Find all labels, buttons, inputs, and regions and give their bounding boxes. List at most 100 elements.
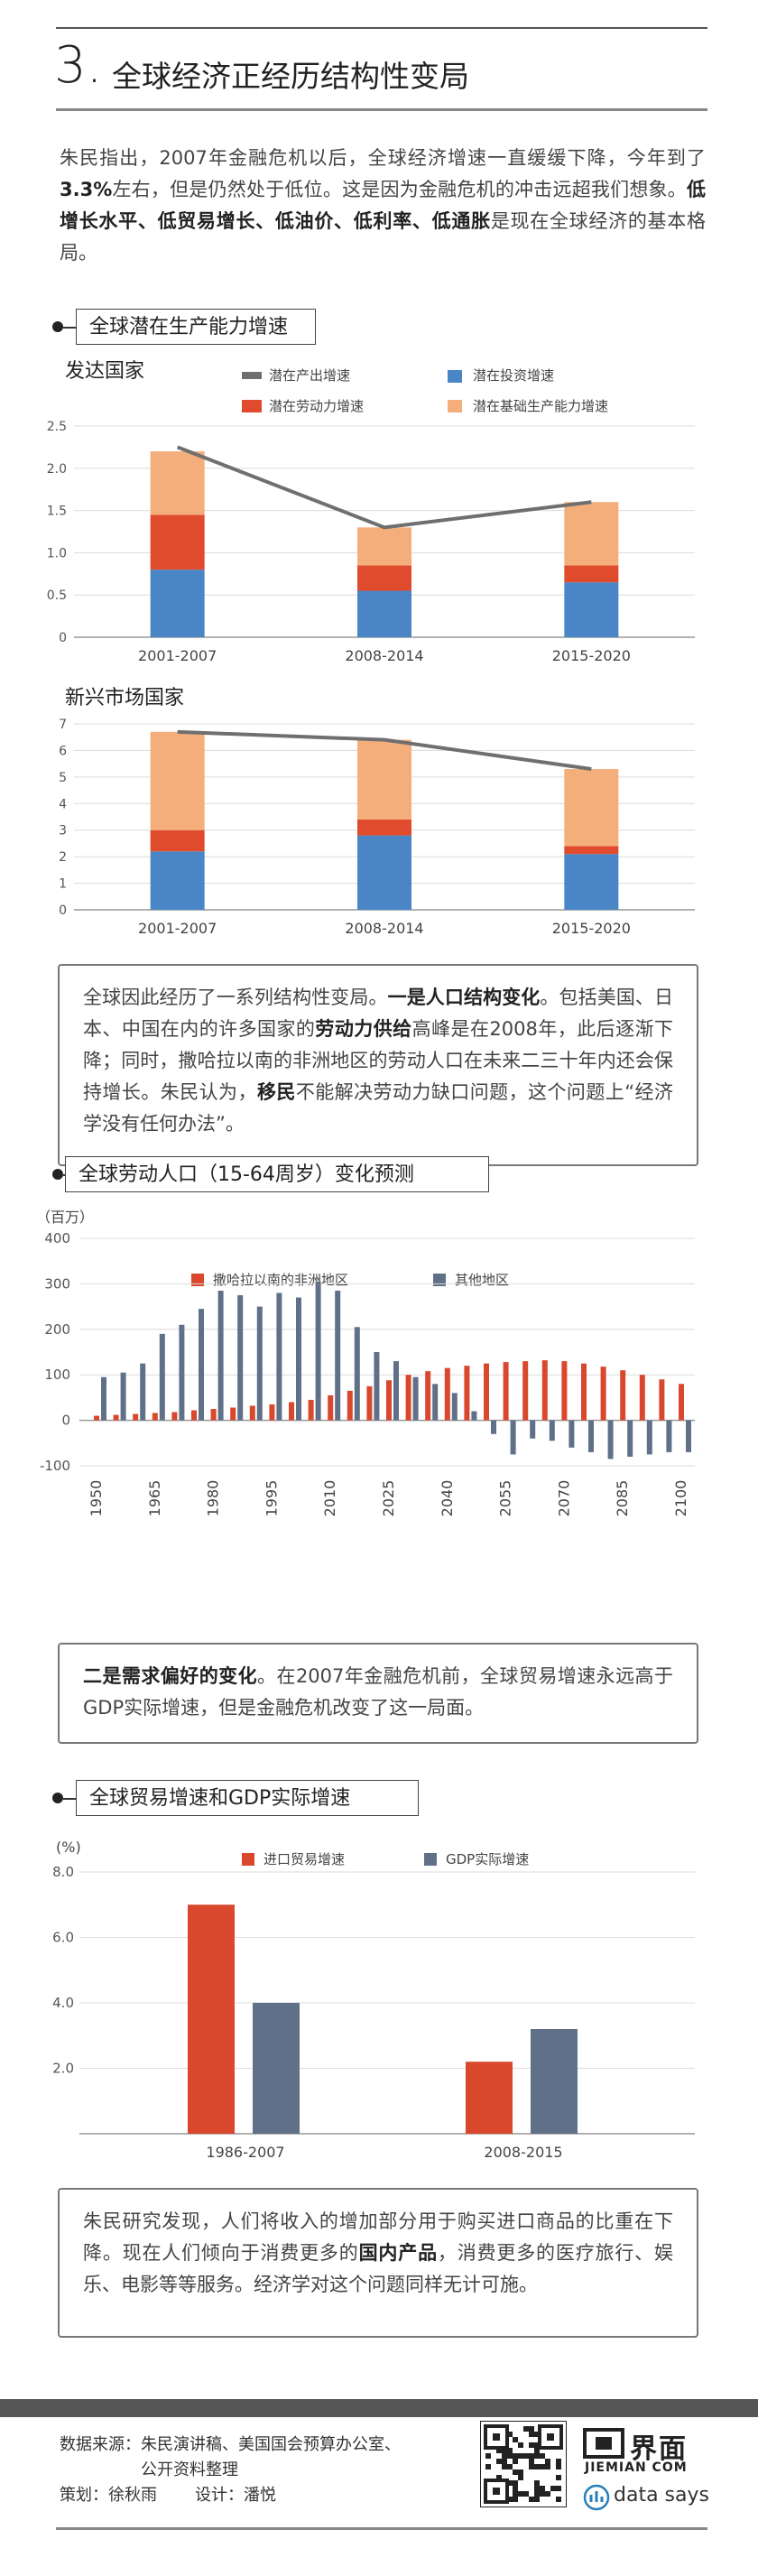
bar-other [471,1411,477,1421]
intro-paragraph: 朱民指出，2007年金融危机以后，全球经济增速一直缓缓下降，今年到了3.3%左右… [60,147,706,264]
y-tick-label: 0 [61,1413,70,1429]
bar-other [140,1363,146,1421]
qr-module [545,2464,550,2469]
y-tick-label: 2.0 [47,462,67,477]
qr-module [523,2453,529,2459]
label-line [63,1798,76,1800]
bar-other [627,1420,633,1457]
y-tick-label: 400 [44,1230,70,1246]
jiemian-logo-icon [583,2428,624,2459]
bar-other [237,1295,244,1421]
x-tick-label: 2001-2007 [138,920,217,937]
qr-module [496,2459,502,2464]
bar-labor [150,829,205,852]
y-tick-label: 2.5 [47,420,67,434]
qr-module [507,2497,513,2502]
bar-infra [564,502,619,566]
y-tick-label: 2.0 [52,2061,74,2077]
bar-africa [600,1367,606,1421]
bar-other [335,1290,341,1421]
bar-other [256,1306,263,1421]
qr-module [513,2497,518,2502]
bar-investment [150,851,205,910]
data-says-text: data says [614,2484,709,2507]
y-tick-label: 200 [44,1321,70,1338]
section-number: 3. [54,36,103,95]
bar-africa [581,1363,587,1421]
bar-labor [564,846,619,855]
qr-module [513,2480,518,2486]
qr-module [507,2480,513,2486]
bar-africa [269,1404,275,1421]
bar-other [101,1376,106,1421]
bar-infra [357,739,411,820]
bar-infra [150,731,205,830]
x-tick-label: 1965 [146,1480,163,1517]
footer-band [0,2399,758,2417]
bar-africa [347,1390,353,1421]
x-tick-label: 2025 [380,1480,397,1517]
qr-module [513,2453,518,2459]
x-tick-label: 1995 [263,1480,280,1517]
qr-module [529,2464,534,2469]
bar-africa [679,1384,684,1421]
y-tick-label: 0 [59,631,67,645]
potential-growth-charts: 发达国家 潜在产出增速 潜在投资增速 潜在劳动力增速 潜在基础生产能力增速 00… [47,360,695,937]
x-tick-label: 1980 [205,1480,222,1517]
y-tick-label: -100 [40,1458,70,1474]
qr-module [513,2486,518,2491]
legend-gdp-swatch [424,1853,437,1866]
bar-other [217,1290,224,1421]
bar-other [120,1372,126,1421]
qr-module [529,2459,534,2464]
chart1-title: 发达国家 [65,360,144,383]
qr-module [540,2453,545,2459]
bullet-icon [52,1169,63,1180]
bar-africa [308,1399,314,1421]
qr-module [518,2442,523,2448]
bar-africa [113,1414,119,1421]
legend-labor-swatch [242,400,262,412]
qr-module [556,2464,561,2469]
qr-module [507,2432,513,2437]
bar-investment [150,570,205,637]
x-tick-label: 1986-2007 [206,2144,284,2161]
legend-import: 进口贸易增速 [263,1851,345,1867]
x-tick-label: 2055 [497,1480,514,1517]
legend-africa: 撒哈拉以南的非洲地区 [213,1272,348,1288]
designer-credit: 设计：潘悦 [195,2486,276,2505]
qr-module [523,2491,529,2497]
x-tick-label: 2040 [439,1480,456,1517]
bar-other [491,1420,496,1434]
qr-finder-center [493,2488,500,2495]
qr-finder-center [493,2433,500,2441]
bar-africa [289,1402,294,1421]
qr-module [502,2453,507,2459]
bar-investment [357,835,411,910]
note-demand: 二是需求偏好的变化。在2007年金融危机前，全球贸易增速永远高于GDP实际增速，… [58,1643,698,1744]
bar-investment [357,590,411,637]
bar-other [393,1361,399,1421]
y-tick-label: 6.0 [52,1930,74,1946]
bar-other [412,1376,419,1421]
bar-other [549,1420,555,1441]
qr-code-icon [480,2421,567,2507]
bar-other [374,1352,380,1421]
y-tick-label: 8.0 [52,1864,74,1880]
qr-module [540,2464,545,2469]
source-label: 数据来源： [60,2435,141,2454]
bar-gdp [253,2003,300,2134]
chart1-label: 全球潜在生产能力增速 [76,309,316,345]
qr-finder-center [547,2433,554,2441]
qr-module [556,2475,561,2480]
qr-module [513,2469,518,2475]
bar-other [179,1324,185,1421]
bar-other [686,1420,691,1452]
x-tick-label: 2070 [555,1480,572,1517]
bar-africa [230,1407,236,1421]
bar-africa [191,1410,197,1421]
bar-africa [405,1375,411,1421]
qr-module [507,2448,513,2453]
bar-africa [484,1363,489,1421]
legend-investment-swatch [448,370,462,383]
